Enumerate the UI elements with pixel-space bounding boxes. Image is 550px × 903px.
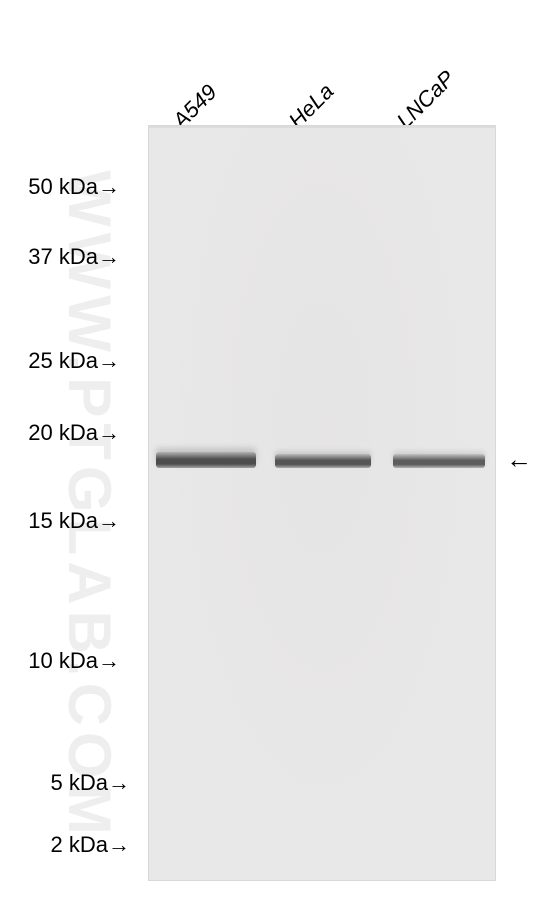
right-arrow-icon: →	[98, 244, 120, 269]
right-arrow-icon: →	[98, 174, 120, 199]
marker-text: 2 kDa	[51, 832, 108, 857]
marker-label: 5 kDa→	[10, 770, 130, 796]
band-lane-1	[156, 452, 256, 468]
right-arrow-icon: →	[98, 648, 120, 673]
marker-label: 15 kDa→	[0, 508, 120, 534]
marker-text: 50 kDa	[28, 174, 98, 199]
marker-label: 20 kDa→	[0, 420, 120, 446]
right-arrow-icon: →	[98, 348, 120, 373]
result-arrow-icon: ←	[506, 444, 532, 475]
lane-label: LNCaP	[392, 65, 461, 134]
marker-text: 25 kDa	[28, 348, 98, 373]
right-arrow-icon: →	[98, 420, 120, 445]
marker-label: 37 kDa→	[0, 244, 120, 270]
blot-membrane	[148, 125, 496, 881]
right-arrow-icon: →	[108, 770, 130, 795]
marker-label: 2 kDa→	[10, 832, 130, 858]
marker-text: 15 kDa	[28, 508, 98, 533]
marker-text: 37 kDa	[28, 244, 98, 269]
band-lane-3	[393, 454, 485, 468]
figure-container: WWW.PTGLAB.COM A549 HeLa LNCaP 50 kDa→ 3…	[0, 20, 550, 890]
blot-texture	[149, 126, 495, 880]
right-arrow-icon: →	[98, 508, 120, 533]
marker-label: 10 kDa→	[0, 648, 120, 674]
marker-label: 50 kDa→	[0, 174, 120, 200]
marker-label: 25 kDa→	[0, 348, 120, 374]
watermark-text: WWW.PTGLAB.COM	[55, 170, 124, 841]
marker-text: 5 kDa	[51, 770, 108, 795]
right-arrow-icon: →	[108, 832, 130, 857]
band-lane-2	[275, 454, 371, 468]
marker-text: 20 kDa	[28, 420, 98, 445]
marker-text: 10 kDa	[28, 648, 98, 673]
